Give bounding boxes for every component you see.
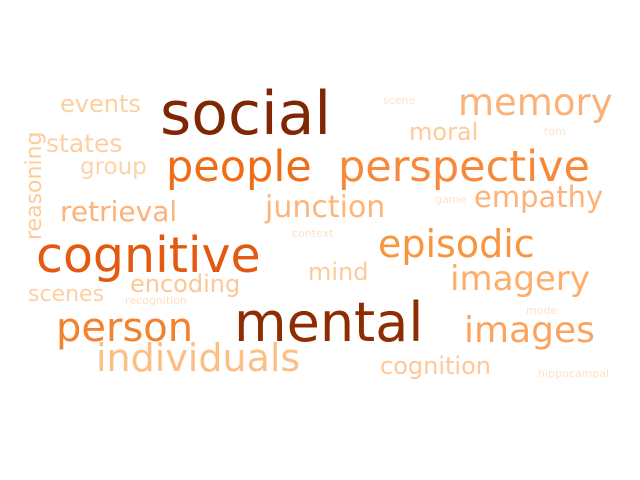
word-group: group xyxy=(80,154,147,180)
word-mode: mode xyxy=(526,304,558,317)
word-recognition: recognition xyxy=(125,294,187,307)
word-tom: tom xyxy=(544,125,566,138)
word-mental: mental xyxy=(234,291,424,354)
word-episodic: episodic xyxy=(378,222,535,266)
word-scenes: scenes xyxy=(28,282,105,307)
word-cognitive: cognitive xyxy=(36,227,261,284)
word-empathy: empathy xyxy=(474,180,604,214)
word-memory: memory xyxy=(458,81,613,124)
word-cognition: cognition xyxy=(380,352,491,380)
word-people: people xyxy=(166,142,312,192)
word-images: images xyxy=(464,310,595,351)
word-individuals: individuals xyxy=(96,336,301,380)
word-events: events xyxy=(60,90,141,118)
word-junction: junction xyxy=(265,190,386,225)
word-encoding: encoding xyxy=(130,270,241,298)
word-person: person xyxy=(56,305,194,351)
word-moral: moral xyxy=(409,118,479,146)
word-perspective: perspective xyxy=(338,142,590,192)
word-reasoning: reasoning xyxy=(22,131,47,240)
word-mind: mind xyxy=(308,258,369,286)
word-retrieval: retrieval xyxy=(60,195,178,228)
word-scene: scene xyxy=(383,94,416,107)
word-hippocampal: hippocampal xyxy=(538,367,610,380)
word-imagery: imagery xyxy=(450,259,591,299)
word-social: social xyxy=(160,79,332,149)
word-context: context xyxy=(292,227,334,240)
word-game: game xyxy=(435,193,467,206)
word-states: states xyxy=(46,129,123,158)
